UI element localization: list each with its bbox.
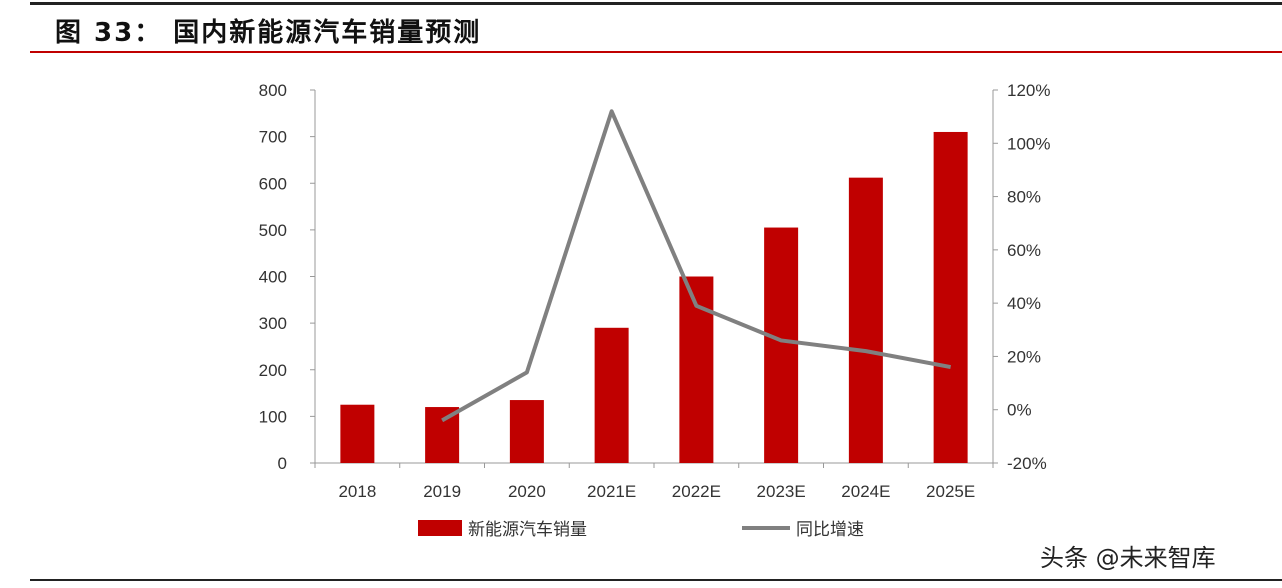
left-tick-label: 100 [259, 407, 287, 426]
bar-2021E [594, 327, 629, 463]
right-tick-label: -20% [1007, 454, 1047, 473]
x-tick-label: 2020 [508, 482, 546, 501]
left-tick-label: 200 [259, 361, 287, 380]
legend-bar-swatch [418, 520, 462, 536]
x-tick-label: 2022E [672, 482, 721, 501]
figure-title: 图 33： 国内新能源汽车销量预测 [55, 18, 482, 48]
left-tick-label: 800 [259, 81, 287, 100]
x-tick-label: 2019 [423, 482, 461, 501]
x-tick-label: 2023E [757, 482, 806, 501]
bar-2020 [509, 400, 544, 463]
right-tick-label: 0% [1007, 401, 1032, 420]
left-tick-label: 600 [259, 174, 287, 193]
left-tick-label: 500 [259, 221, 287, 240]
bar-2019 [425, 407, 460, 463]
right-tick-label: 40% [1007, 294, 1041, 313]
right-tick-label: 60% [1007, 241, 1041, 260]
title-underline [30, 51, 1282, 53]
watermark: 头条 @未来智库 [1040, 544, 1216, 572]
legend-bar-label: 新能源汽车销量 [468, 520, 587, 540]
bar-2018 [340, 404, 375, 463]
bar-2024E [848, 177, 883, 463]
x-tick-label: 2024E [841, 482, 890, 501]
x-tick-label: 2021E [587, 482, 636, 501]
bar-2023E [764, 227, 799, 463]
right-tick-label: 100% [1007, 134, 1050, 153]
legend-line-label: 同比增速 [796, 520, 864, 540]
top-rule [30, 2, 1282, 5]
right-tick-label: 20% [1007, 347, 1041, 366]
right-tick-label: 120% [1007, 81, 1050, 100]
x-tick-label: 2018 [338, 482, 376, 501]
left-tick-label: 0 [278, 454, 287, 473]
left-tick-label: 300 [259, 314, 287, 333]
x-tick-label: 2025E [926, 482, 975, 501]
bottom-rule [30, 579, 1282, 581]
right-tick-label: 80% [1007, 188, 1041, 207]
left-tick-label: 700 [259, 128, 287, 147]
left-tick-label: 400 [259, 268, 287, 287]
bar-2025E [933, 131, 968, 463]
